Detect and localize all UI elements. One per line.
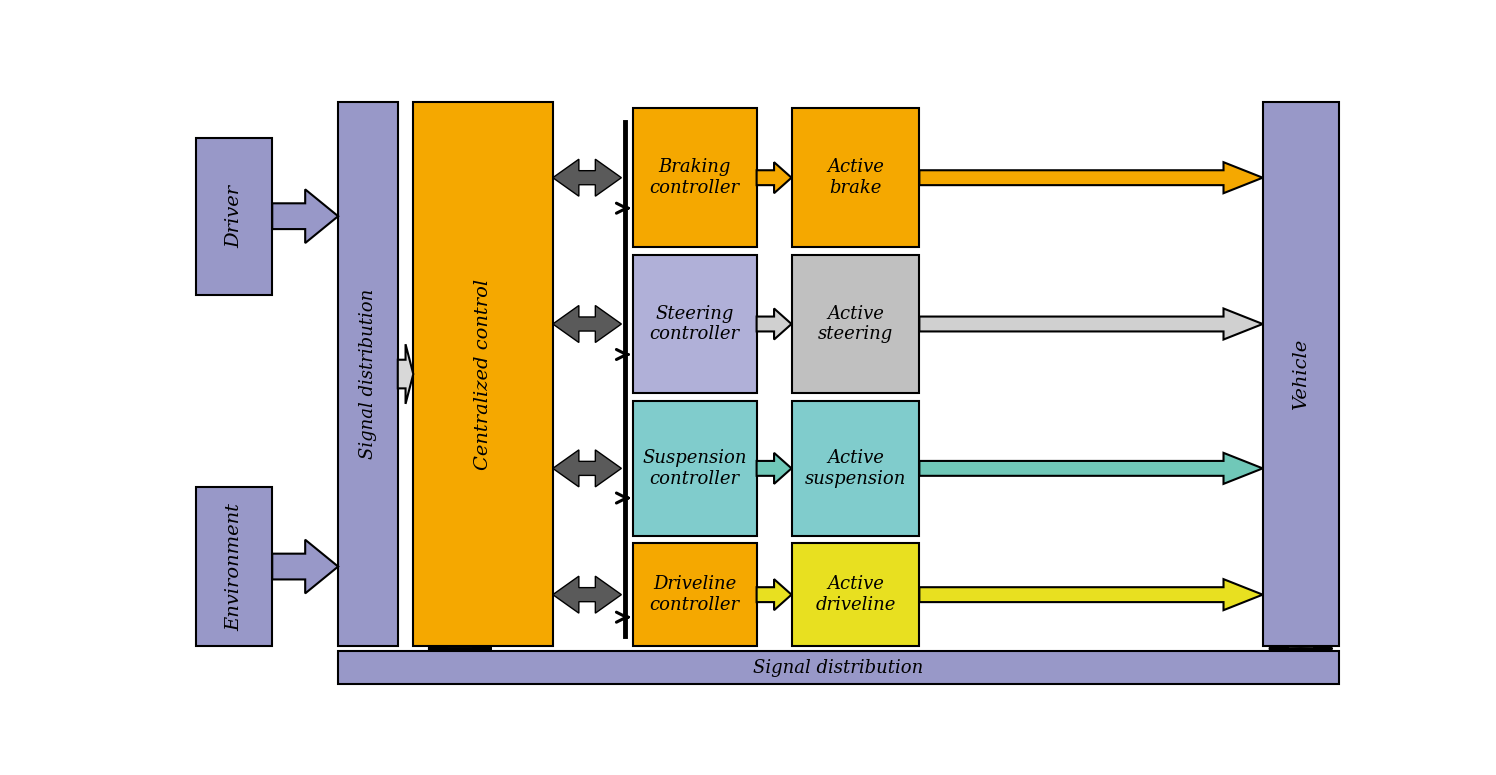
Text: Suspension
controller: Suspension controller	[642, 449, 747, 487]
Polygon shape	[272, 539, 338, 594]
FancyBboxPatch shape	[791, 543, 920, 646]
Text: Braking
controller: Braking controller	[649, 158, 739, 197]
Text: Active
suspension: Active suspension	[805, 449, 907, 487]
Polygon shape	[757, 162, 791, 193]
Polygon shape	[920, 579, 1263, 610]
Polygon shape	[554, 576, 621, 613]
FancyBboxPatch shape	[633, 543, 757, 646]
FancyBboxPatch shape	[338, 102, 398, 646]
FancyBboxPatch shape	[791, 401, 920, 536]
Polygon shape	[554, 305, 621, 343]
FancyBboxPatch shape	[633, 401, 757, 536]
Polygon shape	[920, 453, 1263, 484]
Text: Active
steering: Active steering	[818, 305, 893, 343]
FancyBboxPatch shape	[196, 138, 272, 294]
Polygon shape	[757, 453, 791, 484]
Polygon shape	[920, 308, 1263, 339]
Text: Steering
controller: Steering controller	[649, 305, 739, 343]
Text: Active
driveline: Active driveline	[815, 575, 896, 614]
Text: Vehicle: Vehicle	[1291, 339, 1309, 410]
Text: Signal distribution: Signal distribution	[754, 659, 923, 677]
FancyBboxPatch shape	[1263, 102, 1339, 646]
Text: Driver: Driver	[226, 184, 244, 248]
Polygon shape	[757, 308, 791, 339]
Polygon shape	[554, 159, 621, 196]
FancyBboxPatch shape	[633, 109, 757, 247]
Text: Active
brake: Active brake	[827, 158, 884, 197]
Text: Centralized control: Centralized control	[474, 278, 492, 470]
FancyBboxPatch shape	[791, 255, 920, 393]
Text: Environment: Environment	[226, 502, 244, 631]
Polygon shape	[757, 579, 791, 610]
Polygon shape	[920, 162, 1263, 193]
FancyBboxPatch shape	[791, 109, 920, 247]
Polygon shape	[554, 449, 621, 487]
FancyBboxPatch shape	[633, 255, 757, 393]
Text: Driveline
controller: Driveline controller	[649, 575, 739, 614]
Text: Signal distribution: Signal distribution	[359, 289, 377, 459]
Polygon shape	[272, 189, 338, 243]
FancyBboxPatch shape	[196, 487, 272, 646]
Polygon shape	[398, 344, 413, 404]
FancyBboxPatch shape	[338, 651, 1339, 684]
FancyBboxPatch shape	[413, 102, 554, 646]
